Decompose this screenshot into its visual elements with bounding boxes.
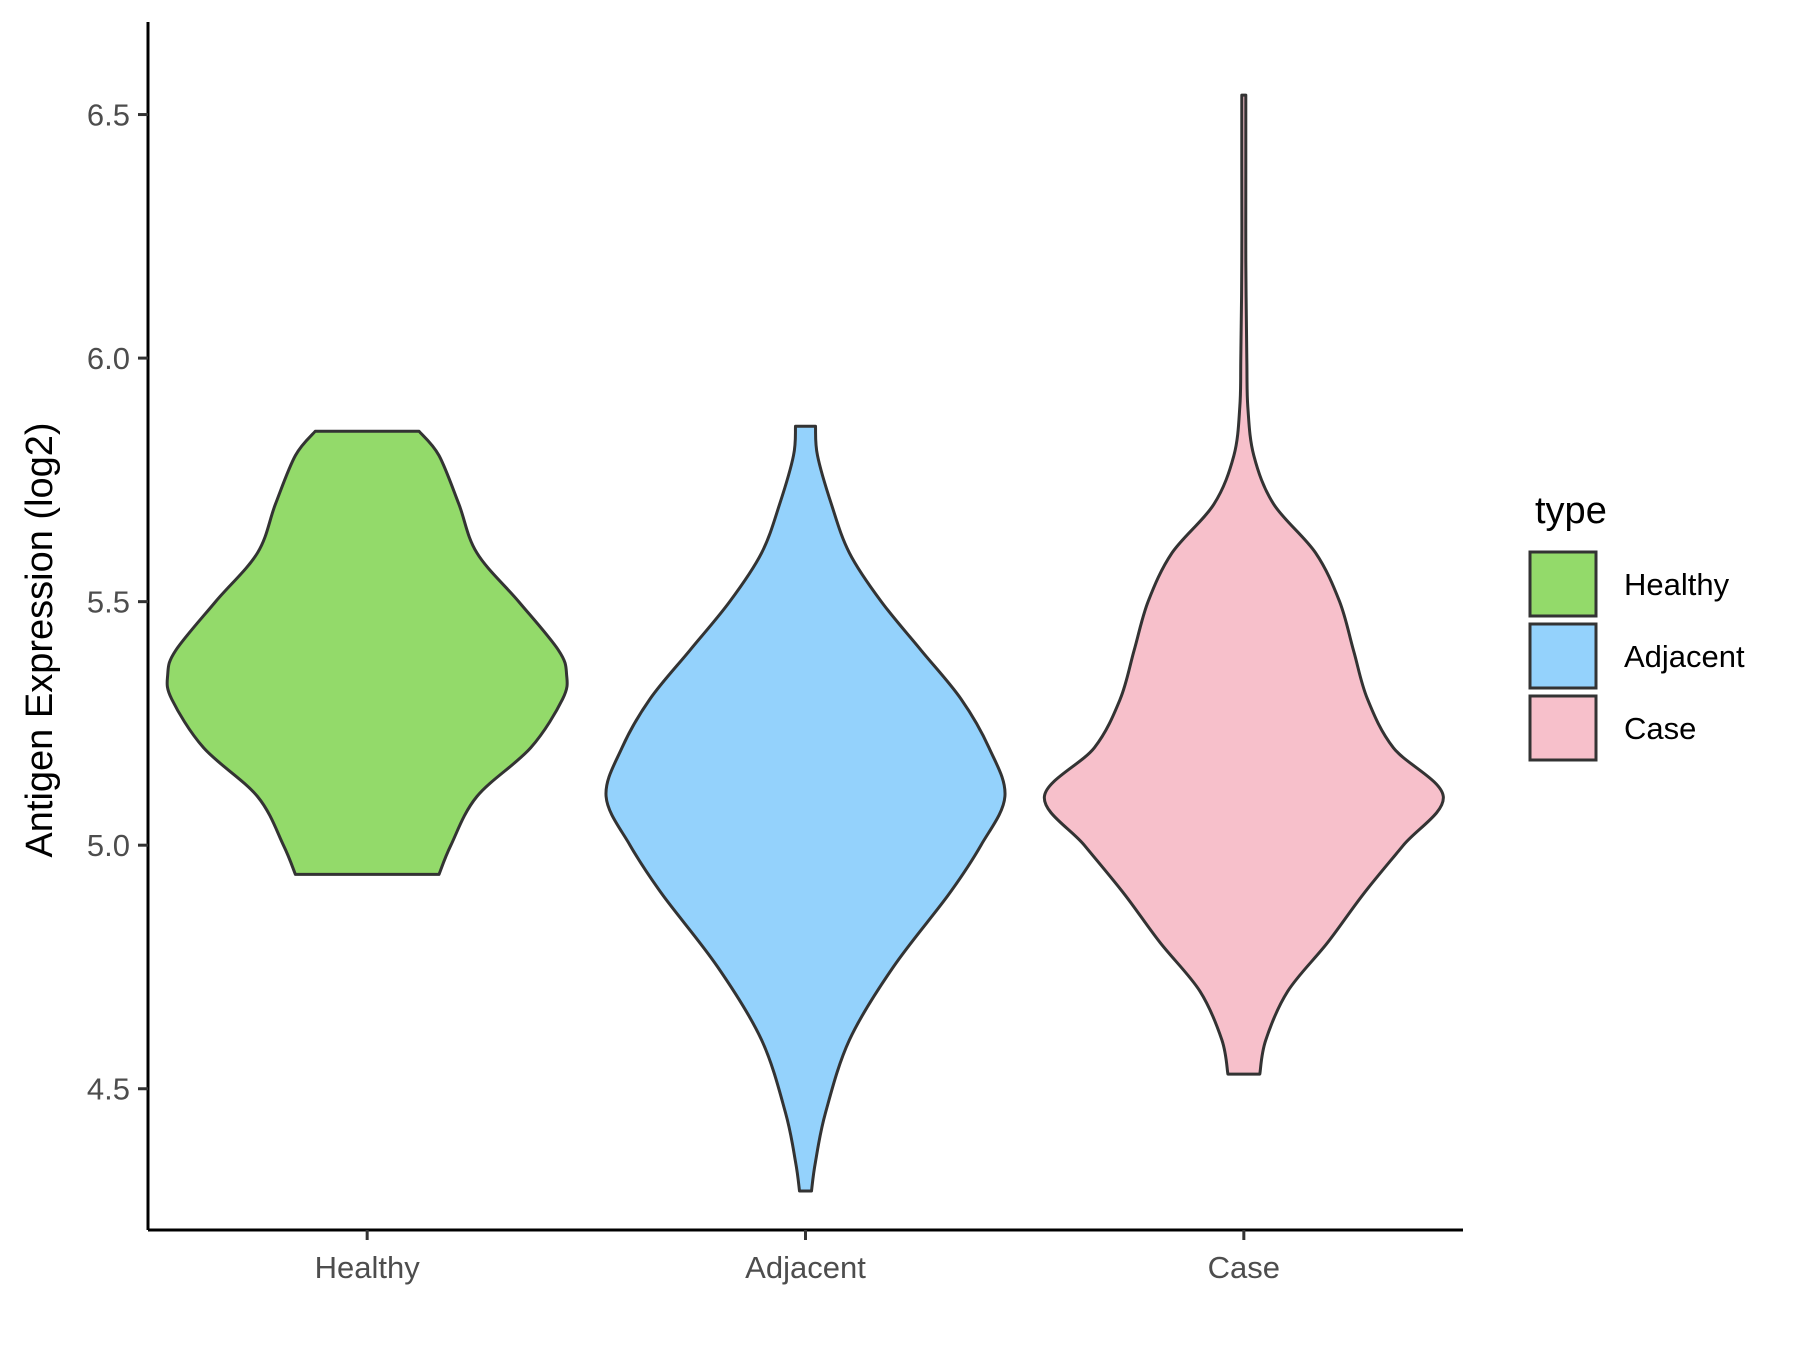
x-tick-label: Healthy xyxy=(315,1250,421,1285)
violin-case xyxy=(1042,93,1445,1076)
legend-key-adjacent xyxy=(1528,622,1598,690)
legend-key-healthy xyxy=(1528,550,1598,618)
x-tick-label: Adjacent xyxy=(745,1250,866,1285)
y-axis-title: Antigen Expression (log2) xyxy=(19,422,61,857)
violin-layer xyxy=(165,93,1445,1193)
legend-title: type xyxy=(1535,490,1607,532)
violin-healthy xyxy=(165,429,569,876)
legend-key-case xyxy=(1528,694,1598,762)
y-tick-label: 4.5 xyxy=(87,1072,130,1107)
x-axis-ticks: Healthy Adjacent Case xyxy=(315,1230,1280,1285)
legend: type Healthy Adjacent Case xyxy=(1528,490,1745,762)
legend-items: Healthy Adjacent Case xyxy=(1528,550,1745,762)
y-tick-label: 5.0 xyxy=(87,828,130,863)
y-tick-label: 6.0 xyxy=(87,341,130,376)
y-tick-label: 6.5 xyxy=(87,98,130,133)
violin-adjacent xyxy=(604,424,1007,1193)
y-tick-label: 5.5 xyxy=(87,585,130,620)
legend-label-healthy: Healthy xyxy=(1624,567,1730,602)
legend-label-case: Case xyxy=(1624,711,1696,746)
x-tick-label: Case xyxy=(1208,1250,1280,1285)
legend-label-adjacent: Adjacent xyxy=(1624,639,1745,674)
y-axis-ticks: 4.5 5.0 5.5 6.0 6.5 xyxy=(87,98,148,1107)
